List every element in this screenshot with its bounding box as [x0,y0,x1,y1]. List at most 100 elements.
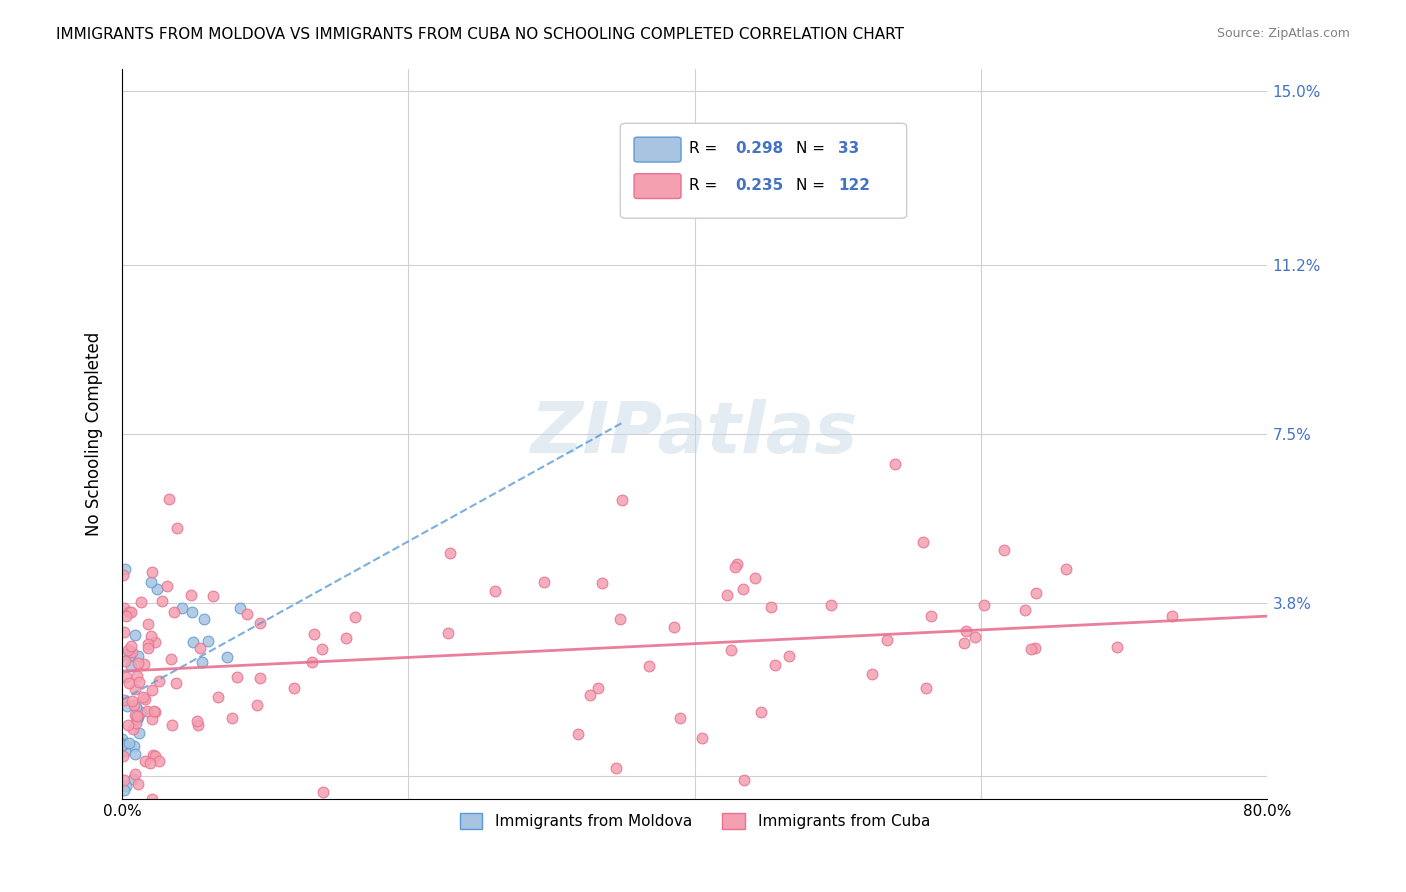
Text: Source: ZipAtlas.com: Source: ZipAtlas.com [1216,27,1350,40]
Immigrants from Cuba [221,711,243,725]
Text: N =: N = [796,178,830,193]
Immigrants from Cuba [662,620,685,634]
Immigrants from Cuba [124,698,146,713]
Immigrants from Cuba [122,723,145,737]
Immigrants from Cuba [124,767,146,781]
Immigrants from Cuba [117,717,139,731]
Immigrants from Moldova [118,736,141,750]
Immigrants from Cuba [914,681,936,696]
Immigrants from Cuba [135,705,157,719]
Immigrants from Cuba [953,636,976,650]
Immigrants from Cuba [1105,640,1128,655]
Immigrants from Cuba [249,615,271,630]
Immigrants from Moldova [122,772,145,787]
Immigrants from Cuba [579,688,602,702]
Immigrants from Moldova [118,645,141,659]
Immigrants from Cuba [112,772,135,787]
Immigrants from Moldova [111,738,134,752]
Immigrants from Cuba [669,711,692,725]
Immigrants from Cuba [720,642,742,657]
Immigrants from Cuba [180,588,202,602]
Immigrants from Cuba [312,785,335,799]
Immigrants from Cuba [335,631,357,645]
Text: ZIPatlas: ZIPatlas [531,400,859,468]
Immigrants from Moldova [217,650,239,665]
Immigrants from Moldova [193,612,215,626]
Immigrants from Cuba [1025,585,1047,599]
Immigrants from Moldova [112,737,135,751]
Immigrants from Cuba [724,559,747,574]
Immigrants from Cuba [141,566,163,580]
Immigrants from Moldova [120,648,142,662]
Immigrants from Cuba [202,589,225,603]
Immigrants from Moldova [127,709,149,723]
Immigrants from Moldova [170,600,193,615]
Immigrants from Cuba [1054,561,1077,575]
Immigrants from Cuba [128,674,150,689]
Immigrants from Cuba [114,654,136,668]
Immigrants from Cuba [117,643,139,657]
Immigrants from Moldova [125,700,148,714]
Immigrants from Cuba [187,717,209,731]
Immigrants from Cuba [343,609,366,624]
Immigrants from Cuba [1019,642,1042,657]
Immigrants from Cuba [132,690,155,704]
Immigrants from Moldova [191,655,214,669]
Immigrants from Cuba [591,576,613,591]
Immigrants from Cuba [965,630,987,644]
Immigrants from Cuba [876,633,898,648]
Text: 0.235: 0.235 [735,178,783,193]
Immigrants from Cuba [436,625,458,640]
Immigrants from Cuba [121,694,143,708]
Immigrants from Cuba [246,698,269,712]
Immigrants from Cuba [301,655,323,669]
Immigrants from Moldova [114,744,136,758]
Immigrants from Cuba [484,584,506,599]
FancyBboxPatch shape [634,174,681,199]
Immigrants from Cuba [124,708,146,723]
Immigrants from Cuba [115,670,138,684]
Immigrants from Moldova [129,705,152,719]
Immigrants from Cuba [165,675,187,690]
Immigrants from Cuba [283,681,305,695]
Immigrants from Cuba [134,657,156,671]
Immigrants from Cuba [134,691,156,706]
Immigrants from Moldova [124,747,146,761]
Text: N =: N = [796,141,830,156]
Immigrants from Moldova [181,635,204,649]
Immigrants from Moldova [112,782,135,797]
Immigrants from Cuba [186,714,208,728]
Immigrants from Cuba [121,645,143,659]
Immigrants from Cuba [567,727,589,741]
Immigrants from Cuba [778,648,800,663]
Immigrants from Cuba [156,579,179,593]
Immigrants from Cuba [160,652,183,666]
Immigrants from Cuba [733,772,755,787]
Immigrants from Cuba [973,598,995,612]
Immigrants from Cuba [1161,609,1184,624]
Immigrants from Cuba [912,534,935,549]
Immigrants from Cuba [142,747,165,762]
Immigrants from Cuba [759,599,782,614]
Immigrants from Cuba [638,659,661,673]
Immigrants from Moldova [229,601,252,615]
Immigrants from Cuba [118,676,141,690]
Immigrants from Cuba [112,749,135,764]
Immigrants from Moldova [122,739,145,754]
Immigrants from Cuba [162,605,184,619]
Immigrants from Cuba [588,681,610,695]
Immigrants from Cuba [120,605,142,619]
Immigrants from Cuba [439,546,461,560]
Immigrants from Moldova [197,633,219,648]
Immigrants from Cuba [311,641,333,656]
Immigrants from Cuba [141,629,163,643]
Immigrants from Cuba [139,756,162,770]
Immigrants from Moldova [180,606,202,620]
Immigrants from Cuba [134,754,156,768]
Immigrants from Cuba [955,624,977,638]
Immigrants from Moldova [115,779,138,793]
Immigrants from Cuba [860,666,883,681]
Immigrants from Cuba [120,639,142,653]
Immigrants from Cuba [533,575,555,590]
Immigrants from Cuba [883,457,905,471]
